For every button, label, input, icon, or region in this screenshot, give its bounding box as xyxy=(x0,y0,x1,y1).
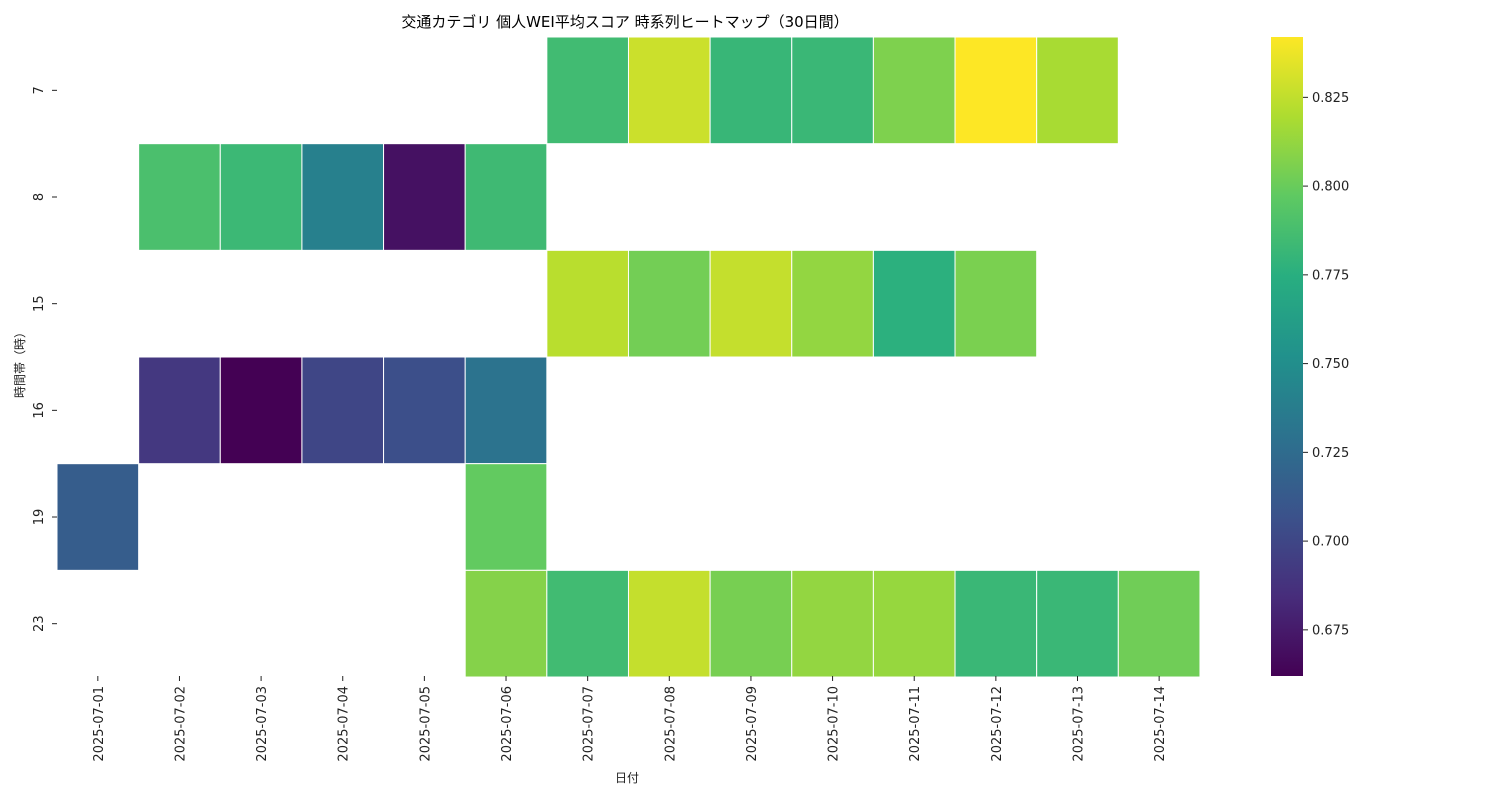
heatmap-cell xyxy=(219,356,303,465)
x-tick-label: 2025-07-04 xyxy=(337,686,352,762)
colorbar-ticks: 0.675 0.700 0.725 0.750 0.775 0.800 0.825 xyxy=(1303,91,1349,638)
y-tick-label: 19 xyxy=(32,509,47,526)
colorbar-tick-label: 0.675 xyxy=(1312,623,1349,638)
heatmap-cell xyxy=(546,569,629,678)
x-tick-label: 2025-07-06 xyxy=(500,686,515,762)
heatmap-cell xyxy=(546,36,629,145)
colorbar-tick-label: 0.825 xyxy=(1312,91,1349,106)
heatmap-cell xyxy=(464,143,548,251)
heatmap-cell xyxy=(1117,569,1201,678)
x-tick-label: 2025-07-09 xyxy=(745,686,760,762)
heatmap-cell xyxy=(464,463,548,571)
y-tick-label: 16 xyxy=(32,402,47,419)
y-axis-label: 時間帯（時） xyxy=(13,326,27,398)
chart-title: 交通カテゴリ 個人WEI平均スコア 時系列ヒートマップ（30日間） xyxy=(401,13,848,31)
heatmap-cell xyxy=(1036,569,1119,678)
heatmap-cell xyxy=(301,356,385,465)
colorbar xyxy=(1271,37,1303,676)
heatmap-cell xyxy=(56,463,140,571)
heatmap-cell xyxy=(546,249,629,358)
heatmap-cell xyxy=(383,356,466,465)
heatmap-cell xyxy=(791,569,874,678)
heatmap-cell xyxy=(954,569,1038,678)
heatmap-cell xyxy=(709,36,793,145)
x-tick-label: 2025-07-08 xyxy=(663,686,678,762)
x-tick-label: 2025-07-01 xyxy=(92,686,107,762)
heatmap-cell xyxy=(1036,36,1119,145)
x-tick-label: 2025-07-12 xyxy=(990,686,1005,762)
y-tick-label: 8 xyxy=(32,193,47,201)
heatmap-cell xyxy=(301,143,385,251)
y-tick-label: 15 xyxy=(32,295,47,312)
x-tick-label: 2025-07-03 xyxy=(255,686,270,762)
heatmap-cell xyxy=(627,249,711,358)
colorbar-tick-label: 0.750 xyxy=(1312,357,1349,372)
heatmap-cell xyxy=(709,569,793,678)
x-tick-label: 2025-07-14 xyxy=(1153,686,1168,762)
heatmap-cell xyxy=(791,249,874,358)
heatmap-cell xyxy=(138,356,221,465)
heatmap-cell xyxy=(872,569,956,678)
colorbar-tick-label: 0.775 xyxy=(1312,268,1349,283)
x-tick-label: 2025-07-11 xyxy=(908,686,923,762)
colorbar-tick-label: 0.800 xyxy=(1312,180,1349,195)
heatmap-cell xyxy=(709,249,793,358)
heatmap-cell xyxy=(627,569,711,678)
x-axis-ticks: 2025-07-01 2025-07-02 2025-07-03 2025-07-04… xyxy=(92,676,1168,762)
x-tick-label: 2025-07-02 xyxy=(173,686,188,762)
heatmap-cells xyxy=(56,36,1201,678)
heatmap-cell xyxy=(872,249,956,358)
heatmap-cell xyxy=(383,143,466,251)
y-tick-label: 7 xyxy=(32,86,47,94)
x-tick-label: 2025-07-05 xyxy=(418,686,433,762)
colorbar-tick-label: 0.700 xyxy=(1312,535,1349,550)
heatmap-cell xyxy=(219,143,303,251)
x-axis-label: 日付 xyxy=(615,771,639,785)
heatmap-cell xyxy=(954,249,1038,358)
x-tick-label: 2025-07-13 xyxy=(1072,686,1087,762)
y-axis-ticks: 7 8 15 16 19 23 xyxy=(32,86,57,632)
colorbar-tick-label: 0.725 xyxy=(1312,446,1349,461)
heatmap-cell xyxy=(464,569,548,678)
heatmap-cell xyxy=(464,356,548,465)
y-tick-label: 23 xyxy=(32,615,47,632)
x-tick-label: 2025-07-07 xyxy=(582,686,597,762)
heatmap-cell xyxy=(791,36,874,145)
x-tick-label: 2025-07-10 xyxy=(827,686,842,762)
heatmap-cell xyxy=(138,143,221,251)
heatmap-cell xyxy=(954,36,1038,145)
heatmap-cell xyxy=(627,36,711,145)
heatmap-cell xyxy=(872,36,956,145)
